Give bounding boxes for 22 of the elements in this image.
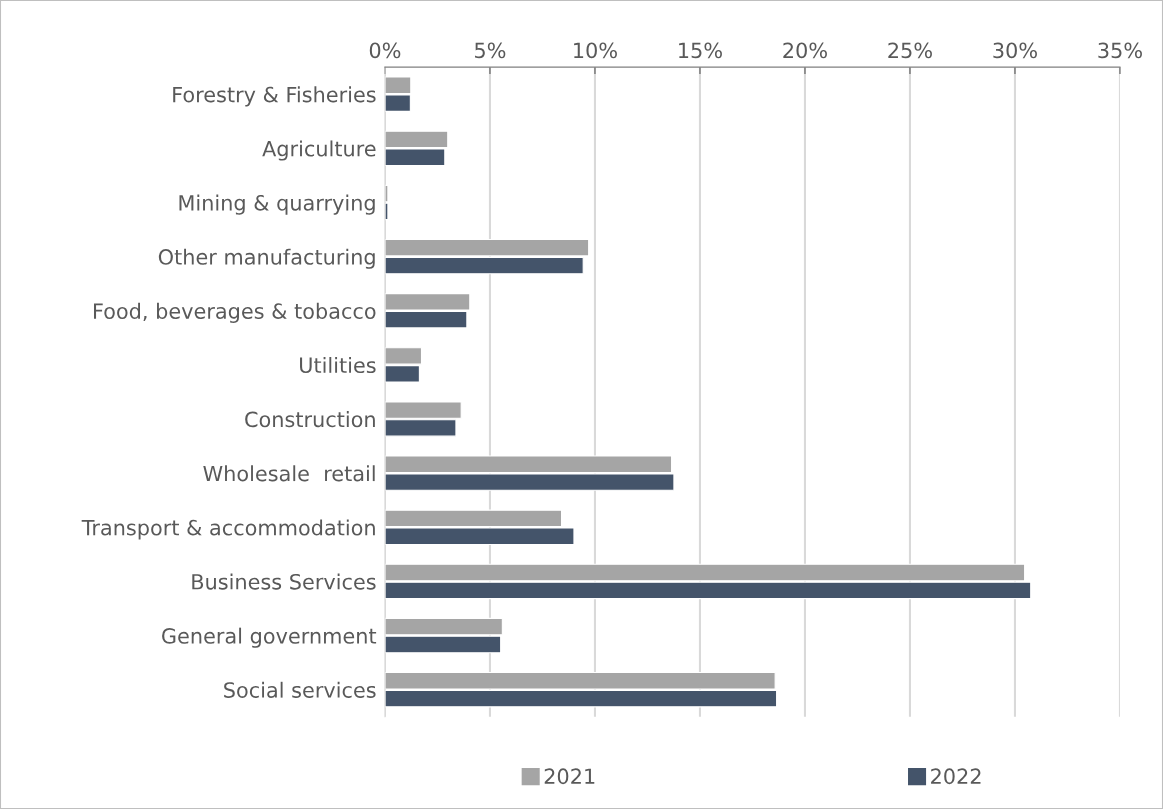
y-tick-label: Other manufacturing — [158, 248, 375, 269]
y-tick-label: General government — [162, 627, 377, 648]
y-tick-label: Agriculture — [262, 140, 376, 161]
y-tick-label: Mining & quarrying — [179, 194, 375, 215]
y-tick-label: Forestry & Fisheries — [173, 86, 376, 107]
x-tick-label: 30% — [993, 42, 1037, 59]
x-tick-label: 20% — [783, 42, 827, 59]
y-tick-label: Social services — [224, 681, 376, 698]
y-tick-label: Utilities — [300, 356, 376, 374]
y-tick-label: Wholesale retail — [203, 465, 375, 482]
x-tick-label: 10% — [574, 42, 617, 59]
y-tick-label: Food, beverages & tobacco — [94, 302, 376, 323]
y-tick-label: Business Services — [192, 573, 376, 590]
x-tick-label: 15% — [679, 42, 722, 59]
y-tick-label: Construction — [245, 411, 375, 428]
y-tick-label: Transport & accommodation — [81, 519, 375, 540]
x-tick-label: 35% — [1098, 42, 1142, 59]
x-tick-label: 5% — [475, 42, 506, 59]
legend-label: 2021 — [544, 768, 595, 785]
x-tick-label: 0% — [369, 42, 401, 59]
legend-label: 2022 — [931, 768, 981, 785]
x-tick-label: 25% — [888, 42, 932, 59]
